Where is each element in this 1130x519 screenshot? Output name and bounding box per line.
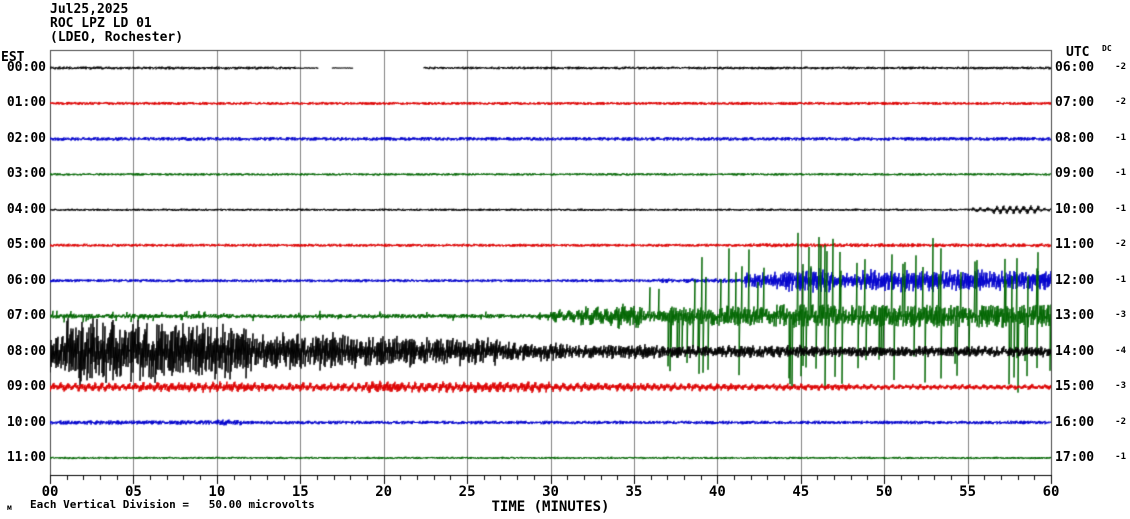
row-dc-value: -4 (1115, 345, 1126, 356)
row-time-label-utc: 06:00 (1055, 60, 1095, 75)
right-timezone-label: UTC (1066, 45, 1090, 60)
row-dc-value: -2 (1115, 97, 1126, 108)
row-time-label-utc: 15:00 (1055, 379, 1095, 395)
dc-column-header: DC (1102, 44, 1112, 53)
row-dc-value: -3 (1115, 381, 1126, 392)
row-time-label-est: 03:00 (6, 166, 46, 182)
row-time-label-utc: 12:00 (1055, 272, 1095, 288)
row-time-label-est: 11:00 (6, 449, 46, 465)
x-axis-tick-label: 55 (959, 484, 976, 500)
row-time-label-utc: 16:00 (1055, 414, 1095, 430)
row-time-label-utc: 17:00 (1055, 449, 1095, 465)
x-axis-tick-label: 45 (792, 484, 810, 500)
row-time-label-utc: 09:00 (1055, 166, 1095, 182)
row-time-label-utc: 07:00 (1055, 95, 1095, 111)
row-time-label-est: 06:00 (6, 272, 46, 288)
x-axis-tick-label: 30 (542, 484, 559, 500)
header-date: Jul25,2025 (50, 2, 129, 17)
footer-scale-note: Each Vertical Division = 50.00 microvolt… (30, 498, 315, 511)
row-time-label-est: 07:00 (6, 308, 46, 324)
row-time-label-est: 01:00 (6, 95, 46, 111)
row-dc-value: -1 (1115, 132, 1126, 143)
x-axis-tick-label: 40 (708, 484, 726, 500)
x-axis-tick-label: 60 (1042, 484, 1060, 500)
row-dc-value: -1 (1115, 451, 1126, 462)
row-dc-value: -2 (1115, 416, 1126, 427)
row-dc-value: -2 (1115, 239, 1126, 250)
row-time-label-est: 05:00 (6, 237, 46, 253)
row-time-label-est: 00:00 (6, 60, 46, 75)
row-dc-value: -3 (1115, 310, 1126, 321)
row-dc-value: -2 (1115, 62, 1126, 72)
row-time-label-utc: 10:00 (1055, 201, 1095, 217)
x-axis-tick-label: 35 (625, 484, 643, 500)
row-time-label-est: 10:00 (6, 414, 46, 430)
x-axis-tick-label: 50 (875, 484, 893, 500)
footer-marker: м (7, 503, 12, 512)
row-time-label-est: 08:00 (6, 343, 46, 359)
x-axis-tick-label: 05 (124, 484, 142, 500)
x-axis-tick-label: 15 (291, 484, 309, 500)
row-time-label-utc: 14:00 (1055, 343, 1095, 359)
row-dc-value: -1 (1115, 274, 1126, 285)
row-time-label-utc: 13:00 (1055, 308, 1095, 324)
left-timezone-label: EST (1, 50, 25, 65)
row-time-label-utc: 08:00 (1055, 130, 1095, 146)
x-axis-tick-label: 10 (208, 484, 226, 500)
row-time-label-utc: 11:00 (1055, 237, 1095, 253)
row-dc-value: -1 (1115, 168, 1126, 179)
x-axis-tick-label: 20 (375, 484, 393, 500)
row-dc-value: -1 (1115, 203, 1126, 214)
row-time-label-est: 04:00 (6, 201, 46, 217)
x-axis-tick-label: 25 (458, 484, 476, 500)
x-axis-title: TIME (MINUTES) (491, 499, 610, 515)
row-time-label-est: 09:00 (6, 379, 46, 395)
header-station: ROC LPZ LD 01 (50, 16, 152, 31)
row-time-label-est: 02:00 (6, 130, 46, 146)
x-axis-tick-label: 00 (41, 484, 59, 500)
header-network: (LDEO, Rochester) (50, 30, 184, 45)
